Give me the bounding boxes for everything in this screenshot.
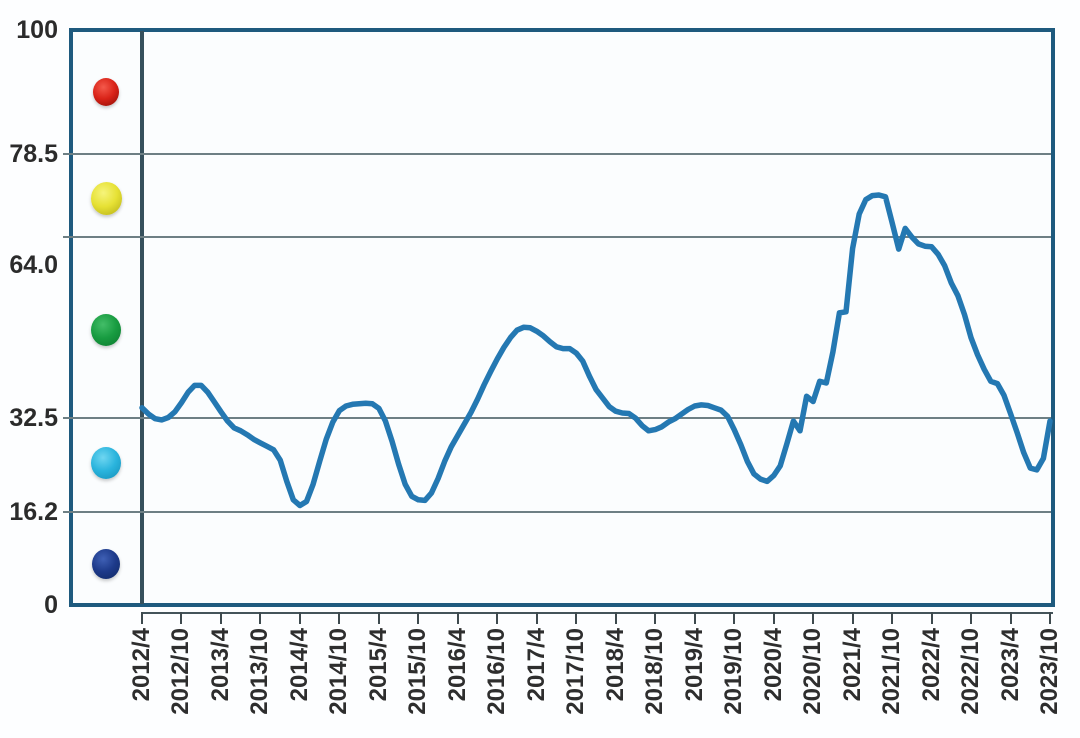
x-tick-2016/4 <box>456 612 459 624</box>
x-axis-label-2022/10: 2022/10 <box>957 628 985 715</box>
x-axis-label-2013/10: 2013/10 <box>246 628 274 715</box>
x-tick-2022/10 <box>970 612 973 624</box>
x-tick-2012/4 <box>141 612 143 624</box>
yellow-ball-icon <box>90 181 122 215</box>
x-axis-label-2019/10: 2019/10 <box>720 628 748 715</box>
x-tick-2023/4 <box>1009 612 1012 624</box>
x-axis-label-2018/4: 2018/4 <box>601 628 629 702</box>
x-tick-2014/4 <box>298 612 301 624</box>
x-axis-label-2016/10: 2016/10 <box>483 628 511 715</box>
x-axis-label-2021/4: 2021/4 <box>838 628 866 702</box>
x-tick-2014/10 <box>338 612 341 624</box>
x-axis-label-2012/10: 2012/10 <box>167 628 195 715</box>
x-axis-label-2014/10: 2014/10 <box>325 628 353 715</box>
x-axis-label-2015/10: 2015/10 <box>404 628 432 715</box>
x-tick-2019/4 <box>693 612 696 624</box>
x-tick-2018/4 <box>614 612 617 624</box>
x-axis-label-2021/10: 2021/10 <box>878 628 906 715</box>
red-ball-icon <box>93 78 119 106</box>
x-tick-2017/10 <box>575 612 578 624</box>
legend-divider-line <box>140 31 144 604</box>
plot-frame <box>69 28 1055 607</box>
x-tick-2020/10 <box>812 612 815 624</box>
x-axis-label-2018/10: 2018/10 <box>641 628 669 715</box>
x-axis-label-2016/4: 2016/4 <box>443 628 471 702</box>
x-axis-label-2015/4: 2015/4 <box>364 628 392 702</box>
x-tick-2013/10 <box>259 612 262 624</box>
x-axis-label-2019/4: 2019/4 <box>680 628 708 702</box>
y-axis-label-0: 0 <box>44 591 58 619</box>
x-tick-2016/10 <box>496 612 499 624</box>
y-axis-label-16.2: 16.2 <box>9 497 58 526</box>
x-tick-2018/10 <box>654 612 657 624</box>
x-axis-label-2020/4: 2020/4 <box>759 628 787 702</box>
x-axis-label-2017/10: 2017/10 <box>562 628 590 715</box>
x-tick-2019/10 <box>733 612 736 624</box>
x-axis-label-2017/4: 2017/4 <box>522 628 550 702</box>
x-axis-label-2020/10: 2020/10 <box>799 628 827 715</box>
x-axis-line <box>141 612 1053 614</box>
x-axis-label-2023/4: 2023/4 <box>996 628 1024 702</box>
y-axis-label-32.5: 32.5 <box>9 404 58 433</box>
y-axis-label-64.0: 64.0 <box>9 251 58 279</box>
navy-ball-icon <box>92 549 120 579</box>
gridline-32.5 <box>63 417 1051 420</box>
gridline-16.2 <box>63 510 1051 513</box>
x-tick-2012/10 <box>180 612 183 624</box>
cyan-ball-icon <box>91 447 121 479</box>
x-tick-2015/10 <box>417 612 420 624</box>
y-axis-label-78.5: 78.5 <box>9 139 58 168</box>
x-axis-label-2012/4: 2012/4 <box>128 628 155 702</box>
x-tick-2017/4 <box>535 612 538 624</box>
x-tick-2021/4 <box>851 612 854 624</box>
x-axis-label-2023/10: 2023/10 <box>1036 628 1063 715</box>
gridline-78.5 <box>63 152 1051 155</box>
x-axis-label-2022/4: 2022/4 <box>917 628 945 702</box>
x-axis-label-2014/4: 2014/4 <box>285 628 313 702</box>
green-ball-icon <box>91 314 121 346</box>
y-axis-label-100: 100 <box>16 16 58 44</box>
x-axis-label-2013/4: 2013/4 <box>206 628 234 702</box>
x-tick-2021/10 <box>891 612 894 624</box>
gridline-64 <box>63 236 1051 238</box>
x-tick-2015/4 <box>377 612 380 624</box>
x-tick-2020/4 <box>772 612 775 624</box>
x-tick-2022/4 <box>930 612 933 624</box>
x-tick-2013/4 <box>219 612 222 624</box>
x-tick-2023/10 <box>1049 612 1051 624</box>
